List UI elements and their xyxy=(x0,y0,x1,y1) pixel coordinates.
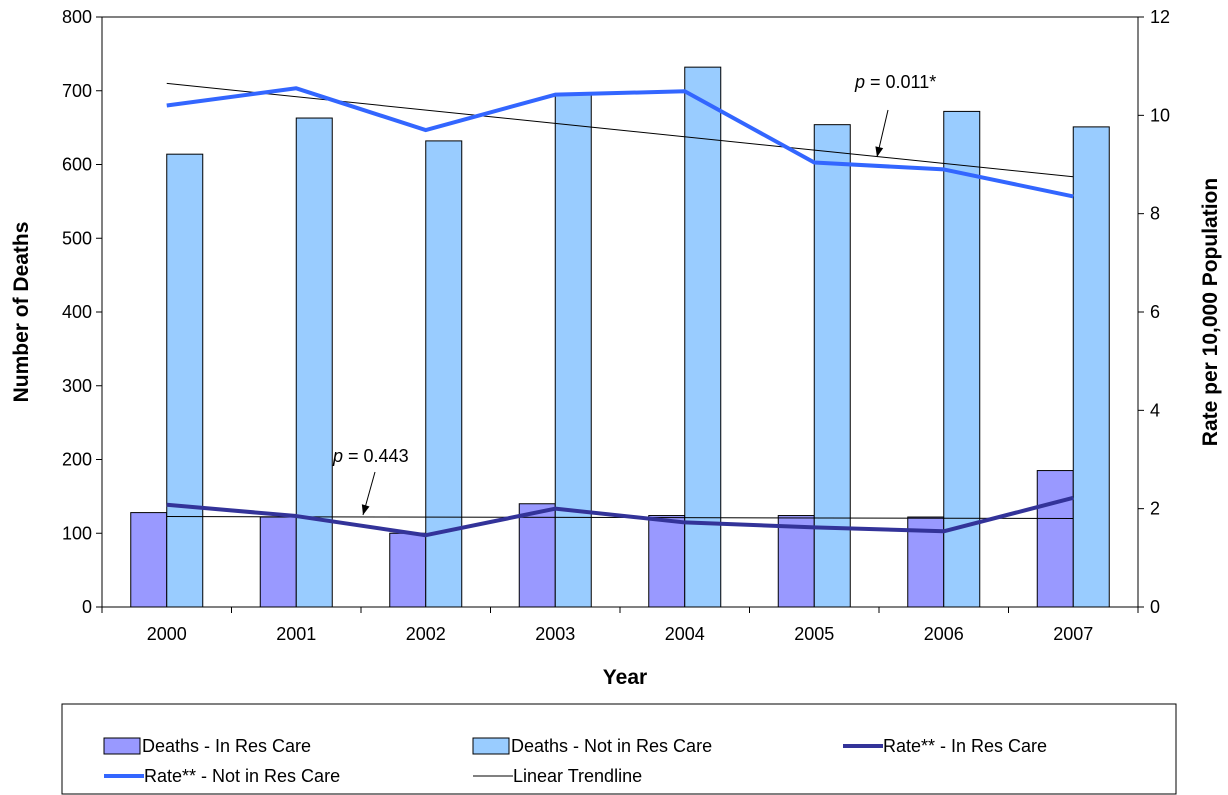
y2-tick-label-2: 2 xyxy=(1150,499,1160,519)
bar-not-in-res-care-2007 xyxy=(1072,126,1110,608)
annotation-p-value-0: p = 0.011* xyxy=(854,72,936,92)
bar-not-in-res-care-2001 xyxy=(295,117,333,608)
y-axis-title: Number of Deaths xyxy=(10,222,33,403)
bar-not-in-res-care-2006 xyxy=(943,110,981,608)
x-tick-label-2005: 2005 xyxy=(794,624,834,644)
trendline-0 xyxy=(166,82,1074,178)
y2-tick-label-0: 0 xyxy=(1150,597,1160,617)
y2-tick-label-6: 6 xyxy=(1150,302,1160,322)
legend-swatch-1 xyxy=(472,737,510,755)
line-rate-not-in-res-care xyxy=(166,86,1074,199)
y-tick-label-800: 800 xyxy=(62,7,92,27)
legend-label-3: Rate** - Not in Res Care xyxy=(144,766,340,786)
y-tick-label-200: 200 xyxy=(62,450,92,470)
bar-in-res-care-2005 xyxy=(777,515,815,608)
x-tick-label-2001: 2001 xyxy=(276,624,316,644)
bar-not-in-res-care-2000 xyxy=(166,153,204,608)
bar-in-res-care-2000 xyxy=(130,512,168,608)
y2-tick-label-8: 8 xyxy=(1150,204,1160,224)
y2-tick-label-12: 12 xyxy=(1150,7,1170,27)
y2-axis-title: Rate per 10,000 Population xyxy=(1199,178,1222,446)
y-tick-label-400: 400 xyxy=(62,302,92,322)
y-tick-label-0: 0 xyxy=(82,597,92,617)
annotations: p = 0.011* p = 0.443 xyxy=(332,72,936,516)
rate-lines xyxy=(166,86,1074,538)
legend-swatch-0 xyxy=(103,737,141,755)
annotation-arrowhead-0 xyxy=(875,146,884,157)
y-tick-label-300: 300 xyxy=(62,376,92,396)
y2-tick-label-4: 4 xyxy=(1150,400,1160,420)
legend-label-0: Deaths - In Res Care xyxy=(142,736,311,756)
legend: Deaths - In Res Care Deaths - Not in Res … xyxy=(61,703,1177,795)
axes: 0 100 200 300 400 500 600 700 800 0 2 4 6 8 10 12 2000 20… xyxy=(62,7,1170,644)
bar-in-res-care-2007 xyxy=(1036,470,1074,608)
y-tick-label-700: 700 xyxy=(62,81,92,101)
y-tick-label-600: 600 xyxy=(62,155,92,175)
annotation-arrowhead-1 xyxy=(361,504,370,515)
x-tick-label-2000: 2000 xyxy=(147,624,187,644)
y2-tick-label-10: 10 xyxy=(1150,105,1170,125)
x-tick-label-2004: 2004 xyxy=(665,624,705,644)
x-axis-title: Year xyxy=(603,666,647,689)
line-rate-in-res-care xyxy=(166,495,1074,538)
legend-frame xyxy=(61,703,1177,795)
x-tick-label-2007: 2007 xyxy=(1053,624,1093,644)
y-tick-label-100: 100 xyxy=(62,523,92,543)
annotation-p-value-1: p = 0.443 xyxy=(332,446,409,466)
bar-in-res-care-2001 xyxy=(259,516,297,608)
bar-in-res-care-2003 xyxy=(518,503,556,608)
bar-not-in-res-care-2005 xyxy=(813,124,851,608)
x-tick-label-2006: 2006 xyxy=(924,624,964,644)
bar-not-in-res-care-2004 xyxy=(684,66,722,608)
bar-in-res-care-2002 xyxy=(389,532,427,608)
y-tick-label-500: 500 xyxy=(62,228,92,248)
bar-not-in-res-care-2002 xyxy=(425,140,463,608)
bar-in-res-care-2004 xyxy=(648,515,686,608)
x-tick-label-2003: 2003 xyxy=(535,624,575,644)
x-tick-label-2002: 2002 xyxy=(406,624,446,644)
legend-label-1: Deaths - Not in Res Care xyxy=(511,736,712,756)
legend-label-4: Linear Trendline xyxy=(513,766,642,786)
legend-label-2: Rate** - In Res Care xyxy=(883,736,1047,756)
bar-not-in-res-care-2003 xyxy=(554,93,592,608)
